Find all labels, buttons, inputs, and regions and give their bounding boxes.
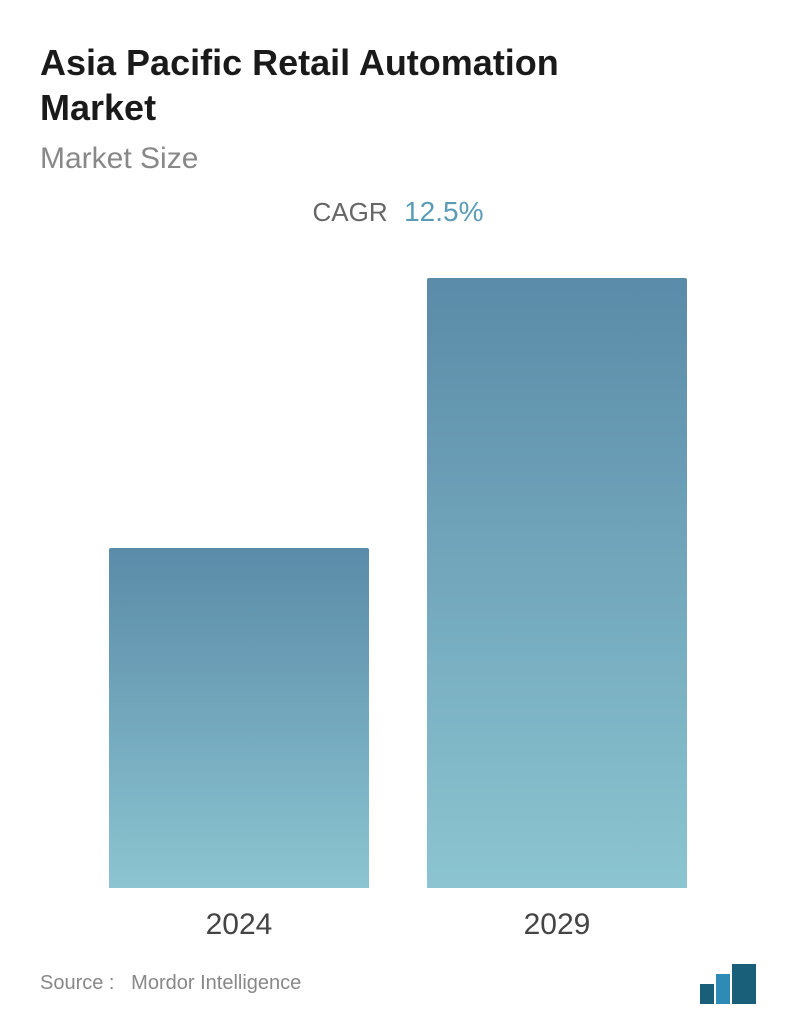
chart-subtitle: Market Size	[40, 142, 756, 176]
x-label-0: 2024	[109, 908, 369, 942]
x-axis-labels: 2024 2029	[40, 888, 756, 942]
bar-group-0	[109, 548, 369, 888]
cagr-label: CAGR	[313, 197, 388, 228]
bar-group-1	[427, 278, 687, 888]
chart-title: Asia Pacific Retail Automation Market	[40, 40, 640, 130]
source-attribution: Source : Mordor Intelligence	[40, 972, 301, 995]
cagr-display: CAGR 12.5%	[40, 196, 756, 228]
bar-chart	[40, 268, 756, 888]
source-label: Source :	[40, 972, 114, 994]
bar-2029	[427, 278, 687, 888]
x-label-1: 2029	[427, 908, 687, 942]
cagr-value: 12.5%	[404, 196, 483, 228]
chart-footer: Source : Mordor Intelligence	[40, 962, 756, 1004]
bar-2024	[109, 548, 369, 888]
mordor-logo-icon	[700, 962, 756, 1004]
source-name: Mordor Intelligence	[131, 972, 301, 994]
